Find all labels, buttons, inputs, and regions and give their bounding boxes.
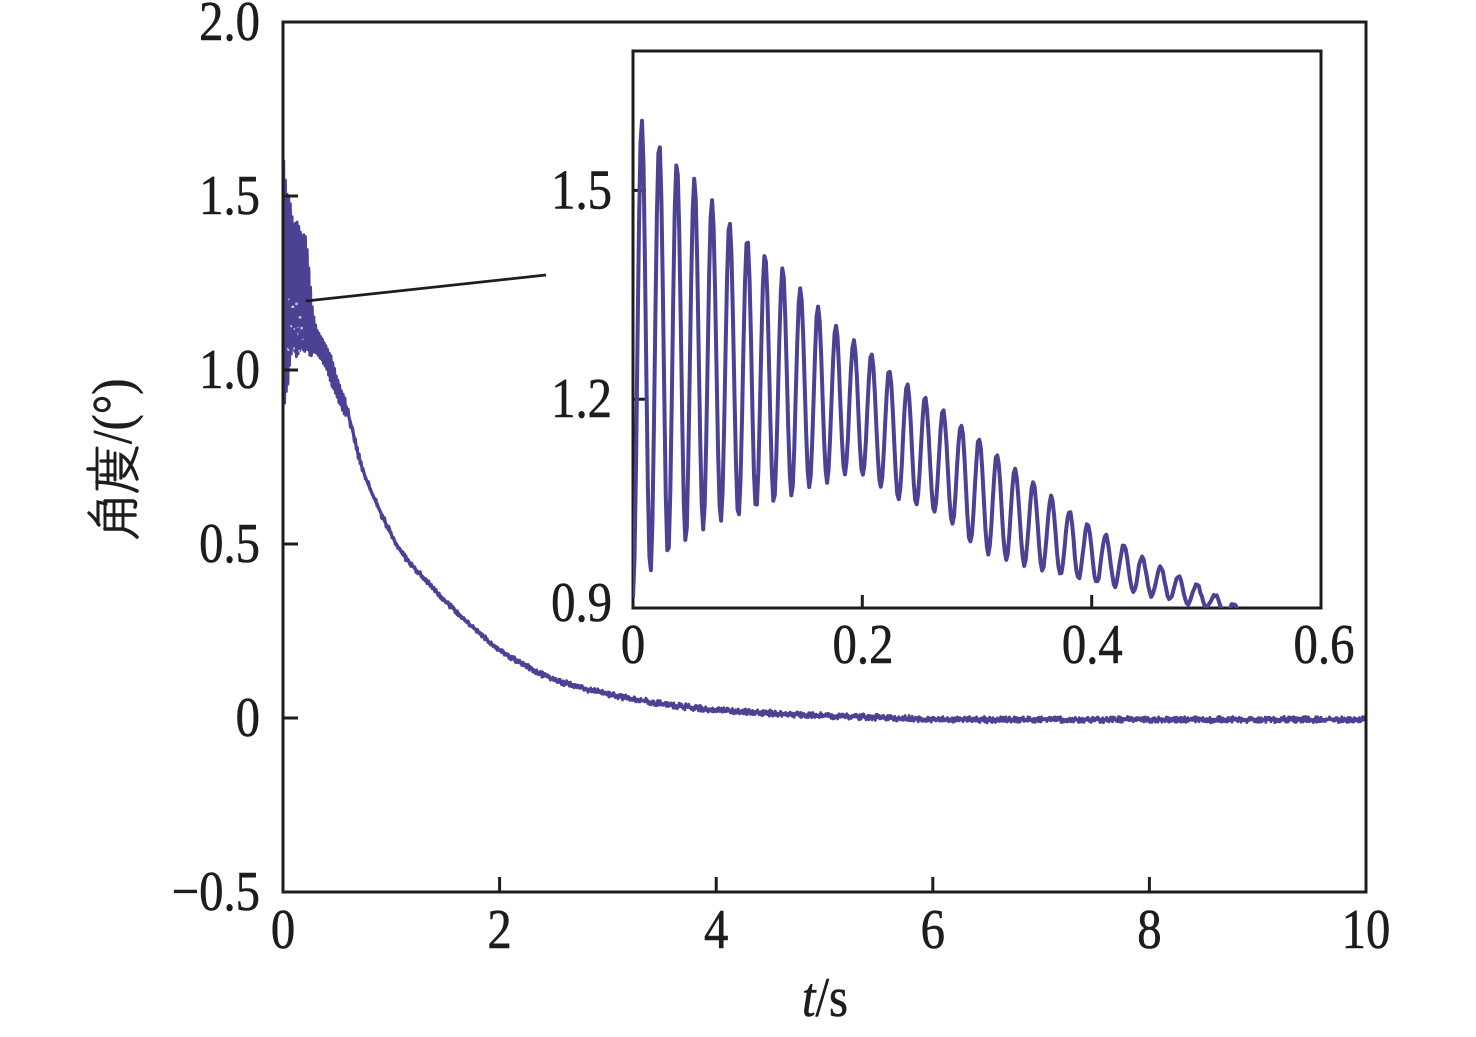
svg-text:0: 0	[621, 614, 645, 676]
svg-text:2.0: 2.0	[199, 0, 260, 53]
svg-text:/(°): /(°)	[82, 379, 144, 444]
svg-text:6: 6	[921, 899, 945, 961]
svg-text:1.5: 1.5	[551, 159, 612, 221]
svg-text:1.0: 1.0	[199, 339, 260, 401]
svg-text:0.6: 0.6	[1294, 614, 1355, 676]
svg-text:0.2: 0.2	[833, 614, 894, 676]
svg-text:2: 2	[487, 899, 511, 961]
svg-text:0.5: 0.5	[199, 513, 260, 575]
svg-text:t/s: t/s	[802, 967, 848, 1029]
svg-text:−0.5: −0.5	[172, 861, 260, 923]
svg-text:0.9: 0.9	[551, 572, 612, 634]
svg-text:1.5: 1.5	[199, 165, 260, 227]
svg-text:0: 0	[271, 899, 295, 961]
svg-text:4: 4	[704, 899, 728, 961]
svg-text:0: 0	[236, 687, 260, 749]
svg-text:8: 8	[1137, 899, 1161, 961]
svg-text:0.4: 0.4	[1062, 614, 1123, 676]
svg-text:10: 10	[1342, 899, 1391, 961]
svg-text:1.2: 1.2	[551, 368, 612, 430]
